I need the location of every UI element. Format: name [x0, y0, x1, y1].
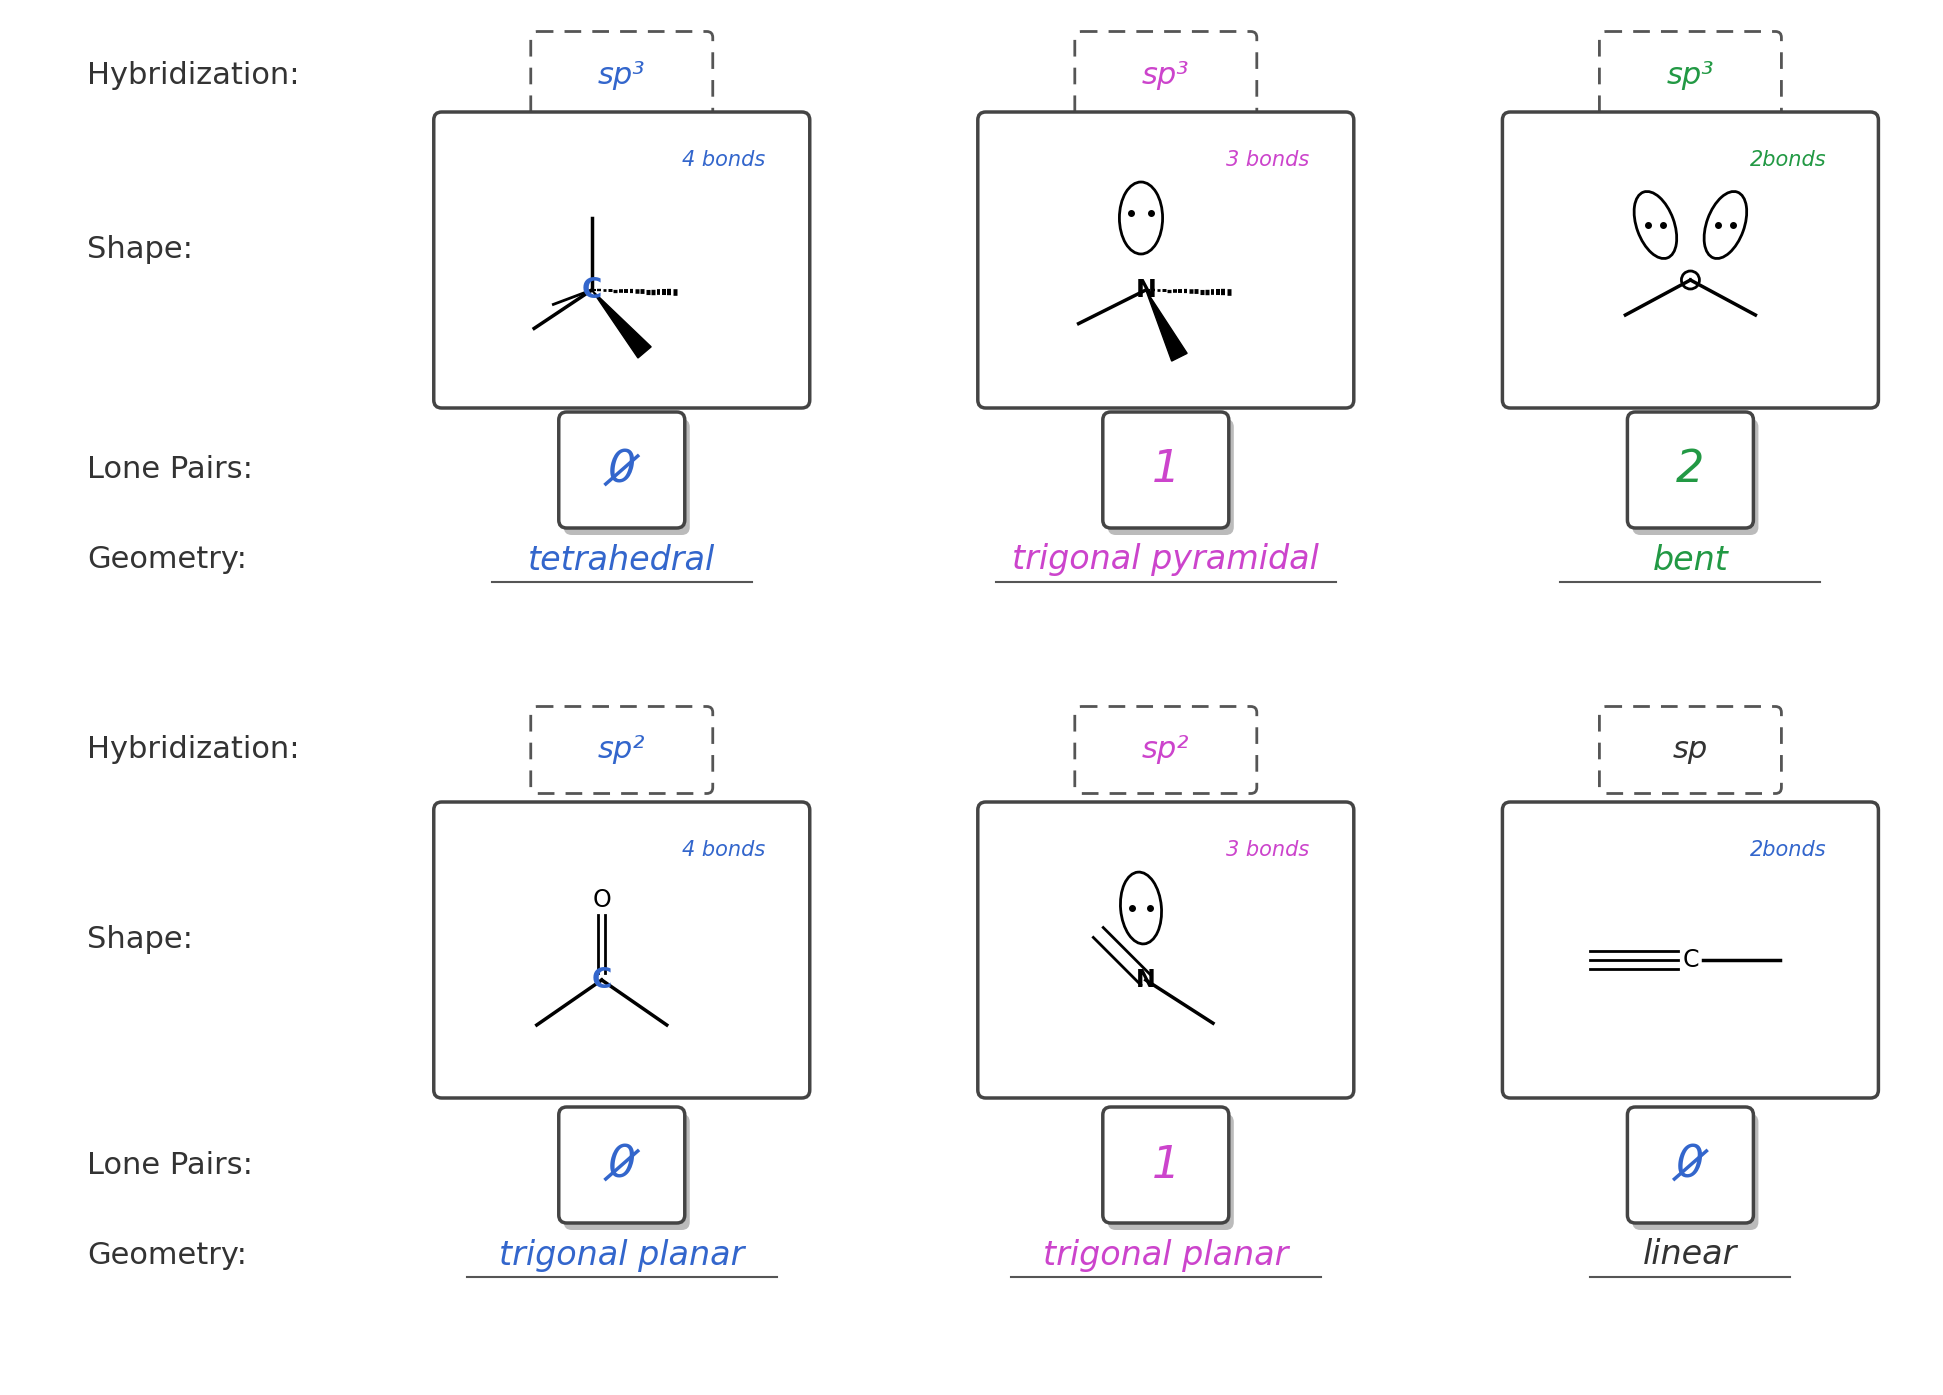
Text: sp³: sp³ [1142, 60, 1189, 89]
Text: O: O [593, 889, 612, 912]
Text: Hybridization:: Hybridization: [87, 735, 299, 764]
Text: sp²: sp² [598, 735, 645, 764]
Polygon shape [1146, 290, 1187, 361]
Text: bent: bent [1652, 544, 1729, 576]
FancyBboxPatch shape [1074, 706, 1257, 794]
FancyBboxPatch shape [1104, 1108, 1228, 1223]
Text: sp³: sp³ [1667, 60, 1714, 89]
FancyBboxPatch shape [1108, 418, 1234, 536]
FancyBboxPatch shape [1599, 706, 1782, 794]
Text: N: N [1137, 968, 1156, 992]
Ellipse shape [1121, 872, 1162, 944]
Text: C: C [581, 276, 602, 304]
Ellipse shape [1119, 181, 1162, 254]
FancyBboxPatch shape [1104, 412, 1228, 527]
FancyBboxPatch shape [1502, 112, 1879, 407]
Text: N: N [1135, 278, 1156, 301]
FancyBboxPatch shape [1599, 32, 1782, 119]
Text: Lone Pairs:: Lone Pairs: [87, 1151, 253, 1180]
Text: 4 bonds: 4 bonds [682, 151, 766, 170]
FancyBboxPatch shape [1632, 1115, 1758, 1230]
FancyBboxPatch shape [1628, 1108, 1753, 1223]
Text: trigonal pyramidal: trigonal pyramidal [1012, 544, 1319, 576]
Circle shape [1681, 271, 1700, 289]
Text: trigonal planar: trigonal planar [499, 1239, 744, 1271]
Text: Geometry:: Geometry: [87, 545, 247, 575]
FancyBboxPatch shape [1632, 418, 1758, 536]
Text: sp³: sp³ [598, 60, 645, 89]
Text: Lone Pairs:: Lone Pairs: [87, 456, 253, 484]
FancyBboxPatch shape [1074, 32, 1257, 119]
Text: 0: 0 [608, 1144, 635, 1187]
FancyBboxPatch shape [563, 1115, 690, 1230]
Text: 1: 1 [1152, 1144, 1179, 1187]
FancyBboxPatch shape [977, 802, 1354, 1098]
FancyBboxPatch shape [1628, 412, 1753, 527]
FancyBboxPatch shape [433, 802, 810, 1098]
Text: trigonal planar: trigonal planar [1043, 1239, 1288, 1271]
Text: sp²: sp² [1142, 735, 1189, 764]
Text: 0: 0 [1677, 1144, 1704, 1187]
Text: Shape:: Shape: [87, 925, 192, 954]
Text: C: C [1683, 949, 1698, 972]
FancyBboxPatch shape [560, 1108, 684, 1223]
Text: Geometry:: Geometry: [87, 1240, 247, 1269]
Text: 0: 0 [608, 449, 635, 491]
Text: 2: 2 [1677, 449, 1704, 491]
FancyBboxPatch shape [1108, 1115, 1234, 1230]
Ellipse shape [1634, 191, 1677, 258]
FancyBboxPatch shape [433, 112, 810, 407]
FancyBboxPatch shape [1502, 802, 1879, 1098]
Polygon shape [593, 290, 651, 359]
FancyBboxPatch shape [530, 32, 713, 119]
Text: 4 bonds: 4 bonds [682, 840, 766, 859]
Text: 2bonds: 2bonds [1751, 151, 1826, 170]
Ellipse shape [1704, 191, 1747, 258]
Text: 3 bonds: 3 bonds [1226, 151, 1310, 170]
Text: tetrahedral: tetrahedral [528, 544, 715, 576]
Text: linear: linear [1644, 1239, 1737, 1271]
Text: C: C [591, 965, 612, 995]
Text: 3 bonds: 3 bonds [1226, 840, 1310, 859]
Text: sp: sp [1673, 735, 1708, 764]
FancyBboxPatch shape [563, 418, 690, 536]
Text: 1: 1 [1152, 449, 1179, 491]
Text: Hybridization:: Hybridization: [87, 60, 299, 89]
FancyBboxPatch shape [977, 112, 1354, 407]
Text: Shape:: Shape: [87, 236, 192, 265]
FancyBboxPatch shape [560, 412, 684, 527]
FancyBboxPatch shape [530, 706, 713, 794]
Text: 2bonds: 2bonds [1751, 840, 1826, 859]
